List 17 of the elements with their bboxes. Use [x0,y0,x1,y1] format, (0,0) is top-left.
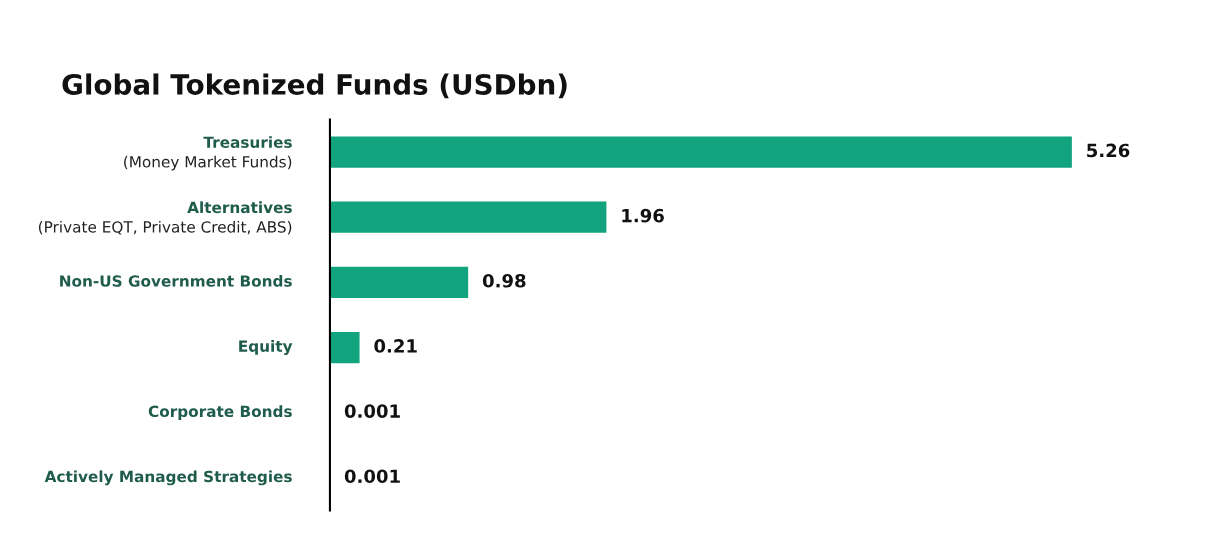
data-label: 1.96 [622,208,664,223]
bar [329,136,1072,168]
data-label: 0.001 [344,469,400,484]
bar [329,266,469,298]
y-tick-label: Alternatives (Private EQT, Private Credit, ABS) [38,201,292,235]
y-tick-label: Actively Managed Strategies [44,470,292,486]
chart-title: Global Tokenized Funds (USDbn) [62,73,567,99]
data-label: 0.98 [482,273,526,288]
data-label: 5.26 [1087,143,1130,158]
data-label: 0.001 [344,404,400,418]
y-tick-label: Corporate Bonds [148,405,292,421]
y-tick-label: Equity [239,340,293,355]
data-label: 0.21 [374,339,417,353]
y-tick-label: Treasuries (Money Market Funds) [124,136,292,171]
bar [329,201,607,233]
y-tick-label: Non-US Government Bonds [60,274,292,287]
bar [329,331,360,364]
